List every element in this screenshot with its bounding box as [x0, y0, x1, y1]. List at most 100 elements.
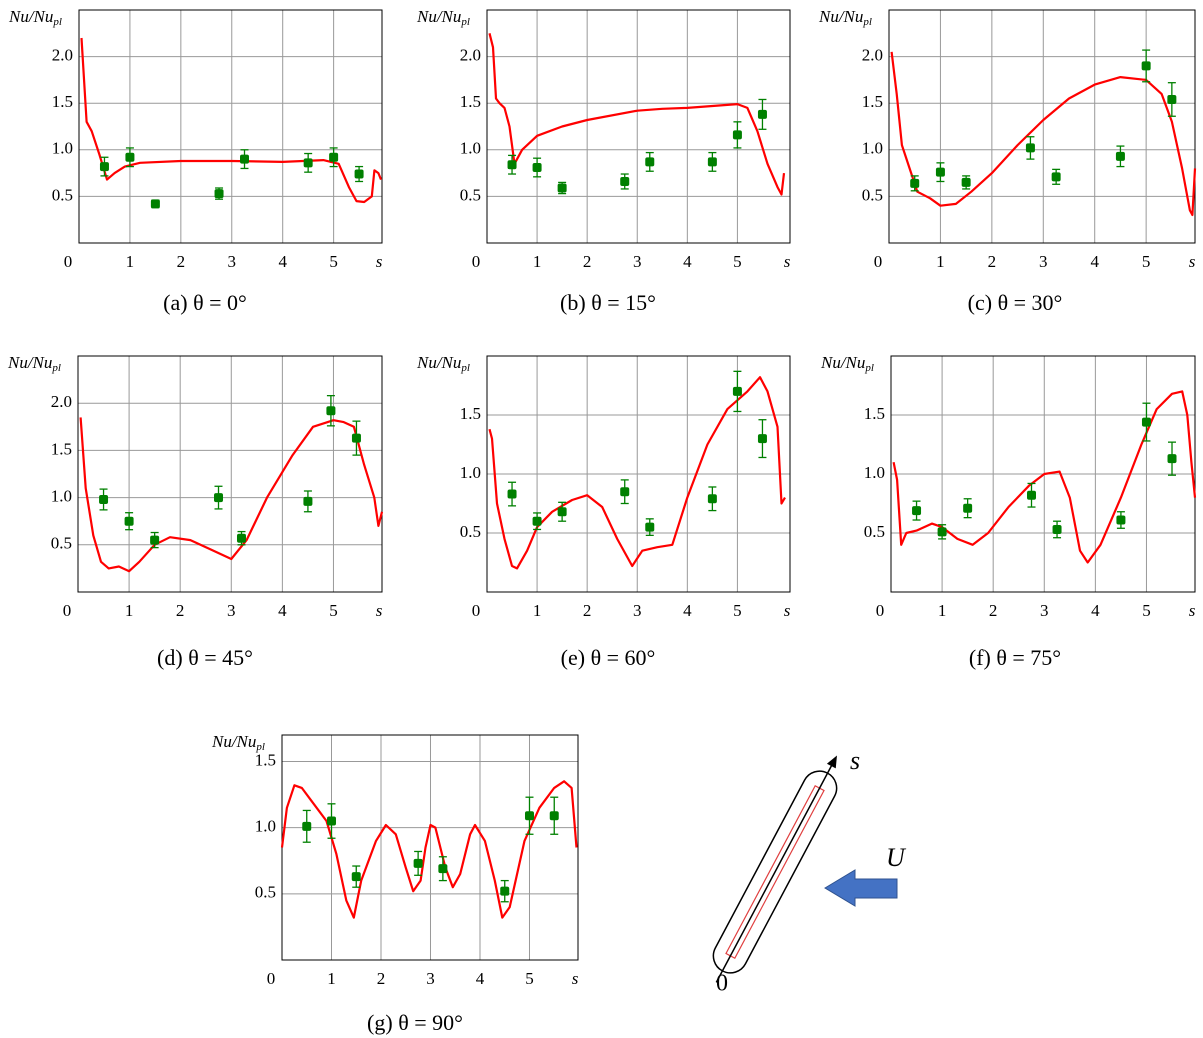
marker: [1167, 94, 1177, 104]
y-tick-label: 2.0: [51, 392, 72, 411]
x-tick-label: 2: [583, 252, 592, 271]
marker: [438, 864, 448, 874]
marker: [532, 516, 542, 526]
marker: [1116, 515, 1126, 525]
cylinder: [712, 755, 838, 983]
x-tick-label: 1: [533, 601, 542, 620]
x-tick-label: 3: [633, 252, 642, 271]
marker: [961, 177, 971, 187]
x-axis-label: s: [784, 601, 791, 620]
y-axis-label-sub: pl: [51, 362, 61, 374]
marker: [240, 154, 250, 164]
x-tick-label: 5: [525, 969, 534, 988]
y-tick-label: 0.5: [255, 883, 276, 902]
y-axis-label: Nu/Nupl: [820, 353, 874, 374]
x-axis-label: s: [376, 601, 383, 620]
x-axis-label: s: [572, 969, 579, 988]
marker: [1025, 143, 1035, 153]
x-tick-label: 0: [876, 601, 885, 620]
x-tick-label: 0: [64, 252, 73, 271]
y-tick-label: 1.5: [51, 439, 72, 458]
curve: [488, 376, 786, 570]
y-axis-label-sub: pl: [460, 16, 470, 28]
x-tick-label: 4: [1090, 252, 1099, 271]
marker: [645, 522, 655, 532]
y-tick-label: 1.5: [862, 92, 883, 111]
marker: [214, 493, 224, 503]
y-axis-label-main: Nu/Nu: [7, 353, 52, 372]
y-axis-label: Nu/Nupl: [211, 732, 265, 753]
marker: [757, 434, 767, 444]
x-tick-label: 0: [472, 252, 481, 271]
x-tick-label: 2: [377, 969, 386, 988]
x-tick-label: 5: [733, 252, 742, 271]
y-axis-label: Nu/Nupl: [416, 353, 470, 374]
x-axis-label: s: [784, 252, 791, 271]
marker: [302, 821, 312, 831]
x-tick-label: 2: [176, 601, 185, 620]
marker: [1115, 151, 1125, 161]
x-tick-label: 4: [683, 252, 692, 271]
marker: [351, 433, 361, 443]
marker: [912, 506, 922, 516]
axis-label: s: [850, 746, 860, 775]
caption: (f) θ = 75°: [969, 645, 1061, 670]
y-axis-label: Nu/Nupl: [416, 7, 470, 28]
marker: [214, 189, 224, 199]
x-tick-label: 3: [1039, 252, 1048, 271]
y-tick-label: 0.5: [460, 522, 481, 541]
y-tick-label: 0.5: [864, 522, 885, 541]
marker: [707, 157, 717, 167]
y-axis-label-sub: pl: [255, 741, 265, 753]
y-tick-label: 0.5: [52, 185, 73, 204]
x-tick-label: 5: [1142, 252, 1151, 271]
marker: [620, 176, 630, 186]
subplot: 0.5 1.0 1.5 2.0 0 1 2 3 4 5 s Nu/Nupl (b) θ = 15°: [416, 7, 791, 315]
marker: [125, 152, 135, 162]
marker: [532, 163, 542, 173]
y-axis-label-main: Nu/Nu: [818, 7, 863, 26]
marker: [757, 109, 767, 119]
x-tick-label: 3: [426, 969, 435, 988]
marker: [937, 527, 947, 537]
marker: [910, 178, 920, 188]
y-tick-label: 2.0: [52, 46, 73, 65]
origin-label: 0: [716, 971, 728, 997]
x-tick-label: 5: [733, 601, 742, 620]
marker: [326, 816, 336, 826]
x-tick-label: 2: [989, 601, 998, 620]
marker: [557, 507, 567, 517]
marker: [707, 494, 717, 504]
x-tick-label: 1: [936, 252, 945, 271]
y-tick-label: 1.5: [52, 92, 73, 111]
marker: [963, 503, 973, 513]
marker: [557, 183, 567, 193]
x-tick-label: 2: [988, 252, 997, 271]
plot-frame: [486, 9, 791, 244]
marker: [150, 535, 160, 545]
caption: (b) θ = 15°: [560, 290, 656, 315]
x-tick-label: 5: [329, 252, 338, 271]
caption: (c) θ = 30°: [968, 290, 1063, 315]
marker: [645, 157, 655, 167]
marker: [236, 533, 246, 543]
y-tick-label: 1.0: [864, 463, 885, 482]
curve: [280, 780, 578, 919]
marker: [354, 169, 364, 179]
x-tick-label: 0: [63, 601, 72, 620]
caption: (e) θ = 60°: [561, 645, 656, 670]
x-axis-label: s: [1189, 252, 1196, 271]
x-tick-label: 4: [1091, 601, 1100, 620]
x-tick-label: 2: [583, 601, 592, 620]
marker: [413, 858, 423, 868]
y-axis-label: Nu/Nupl: [7, 353, 61, 374]
x-tick-label: 1: [125, 601, 134, 620]
y-tick-label: 1.0: [51, 487, 72, 506]
y-tick-label: 1.5: [460, 92, 481, 111]
marker: [329, 152, 339, 162]
x-tick-label: 1: [533, 252, 542, 271]
marker: [1051, 172, 1061, 182]
y-tick-label: 1.5: [255, 750, 276, 769]
curve: [892, 390, 1197, 564]
plot-frame: [486, 355, 791, 593]
